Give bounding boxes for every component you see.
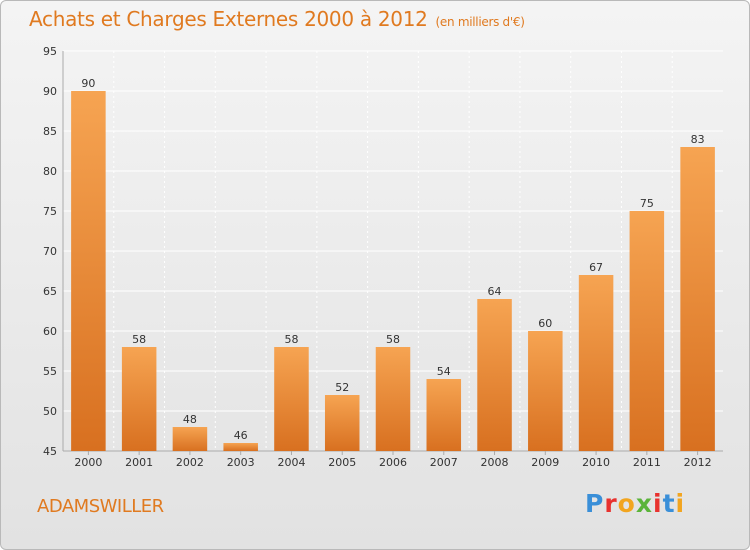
logo-letter: P xyxy=(585,489,605,518)
y-tick-label: 80 xyxy=(43,165,57,178)
bar xyxy=(426,379,462,451)
chart-title: Achats et Charges Externes 2000 à 2012 (e… xyxy=(29,7,525,31)
x-tick-label: 2001 xyxy=(125,456,153,469)
x-tick-label: 2000 xyxy=(74,456,102,469)
bar xyxy=(528,331,563,451)
chart-subtitle: (en milliers d'€) xyxy=(435,15,525,29)
bar xyxy=(172,427,208,451)
bar xyxy=(121,347,157,451)
bar-value-label: 60 xyxy=(538,317,552,330)
bar-value-label: 58 xyxy=(386,333,400,346)
bar-value-label: 52 xyxy=(335,381,349,394)
bar xyxy=(223,443,258,451)
bar-value-label: 48 xyxy=(183,413,197,426)
bar-value-label: 83 xyxy=(691,133,705,146)
x-tick-label: 2011 xyxy=(633,456,661,469)
x-tick-label: 2006 xyxy=(379,456,407,469)
bar xyxy=(71,91,106,451)
y-tick-label: 75 xyxy=(43,205,57,218)
y-tick-label: 70 xyxy=(43,245,57,258)
bar xyxy=(578,275,614,451)
y-tick-label: 55 xyxy=(43,365,57,378)
x-tick-label: 2002 xyxy=(176,456,204,469)
city-name: ADAMSWILLER xyxy=(37,496,164,517)
logo-letter: t xyxy=(662,489,676,518)
logo-letter: i xyxy=(675,489,686,518)
x-tick-label: 2012 xyxy=(684,456,712,469)
x-tick-label: 2009 xyxy=(531,456,559,469)
bar-value-label: 64 xyxy=(488,285,502,298)
y-tick-label: 60 xyxy=(43,325,57,338)
bar xyxy=(680,147,715,451)
bar-value-label: 90 xyxy=(81,77,95,90)
bar-value-label: 75 xyxy=(640,197,654,210)
chart-title-text: Achats et Charges Externes 2000 à 2012 xyxy=(29,7,428,31)
y-tick-label: 50 xyxy=(43,405,57,418)
bar xyxy=(274,347,309,451)
x-tick-label: 2004 xyxy=(277,456,305,469)
y-tick-label: 65 xyxy=(43,285,57,298)
bar-value-label: 67 xyxy=(589,261,603,274)
x-tick-label: 2005 xyxy=(328,456,356,469)
x-tick-label: 2007 xyxy=(430,456,458,469)
x-tick-label: 2008 xyxy=(481,456,509,469)
x-tick-label: 2003 xyxy=(227,456,255,469)
bar xyxy=(324,395,360,451)
bar-value-label: 54 xyxy=(437,365,451,378)
y-tick-label: 95 xyxy=(43,45,57,58)
bar-value-label: 58 xyxy=(132,333,146,346)
logo-letter: o xyxy=(617,489,636,518)
bar xyxy=(375,347,411,451)
proxiti-logo: Proxiti xyxy=(585,489,685,518)
logo-letter: x xyxy=(635,489,653,518)
bar-value-label: 58 xyxy=(284,333,298,346)
logo-letter: i xyxy=(653,489,663,518)
logo-letter: r xyxy=(604,489,618,518)
y-tick-label: 90 xyxy=(43,85,57,98)
y-tick-label: 45 xyxy=(43,445,57,458)
bar xyxy=(477,299,512,451)
bar xyxy=(629,211,665,451)
x-tick-label: 2010 xyxy=(582,456,610,469)
y-tick-label: 85 xyxy=(43,125,57,138)
bar-value-label: 46 xyxy=(234,429,248,442)
